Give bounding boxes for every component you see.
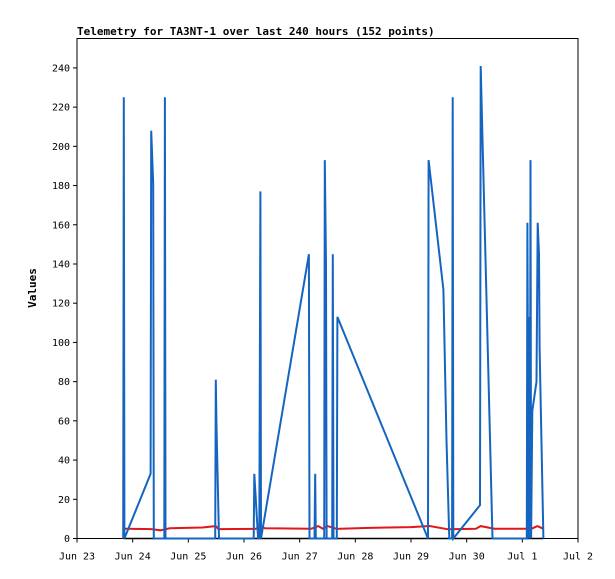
x-tick-label: Jul 2 <box>563 552 593 563</box>
y-tick-label: 180 <box>52 181 70 192</box>
y-tick-label: 120 <box>52 299 70 310</box>
y-tick-label: 240 <box>52 63 70 74</box>
y-tick-label: 20 <box>58 495 70 506</box>
x-axis: Jun 23 Jun 24 Jun 25 Jun 26 Jun 27 Jun 28 Jun … <box>59 538 593 563</box>
y-tick-label: 220 <box>52 103 70 114</box>
chart-title: Telemetry for TA3NT-1 over last 240 hour… <box>77 25 435 38</box>
x-tick-label: Jun 23 <box>59 552 95 563</box>
x-tick-label: Jun 24 <box>115 552 151 563</box>
y-tick-label: 40 <box>58 456 70 467</box>
y-tick-label: 100 <box>52 338 70 349</box>
x-tick-label: Jun 29 <box>393 552 429 563</box>
x-tick-label: Jun 25 <box>170 552 206 563</box>
x-tick-label: Jun 30 <box>449 552 485 563</box>
x-tick-label: Jun 27 <box>282 552 318 563</box>
plot-frame <box>76 38 579 539</box>
y-tick-label: 200 <box>52 142 70 153</box>
y-axis: 0 20 40 60 80 100 120 140 160 180 200 220 240 <box>52 63 77 545</box>
y-axis-label: Values <box>26 268 39 308</box>
series-line-1 <box>122 65 545 542</box>
x-tick-label: Jun 26 <box>226 552 262 563</box>
y-tick-label: 160 <box>52 220 70 231</box>
series-line-2 <box>123 524 544 532</box>
series-layer <box>122 65 545 542</box>
y-tick-label: 0 <box>64 534 70 545</box>
y-tick-label: 140 <box>52 259 70 270</box>
y-tick-label: 80 <box>58 377 70 388</box>
y-tick-label: 60 <box>58 416 70 427</box>
x-tick-label: Jul 1 <box>507 552 537 563</box>
x-tick-label: Jun 28 <box>337 552 373 563</box>
